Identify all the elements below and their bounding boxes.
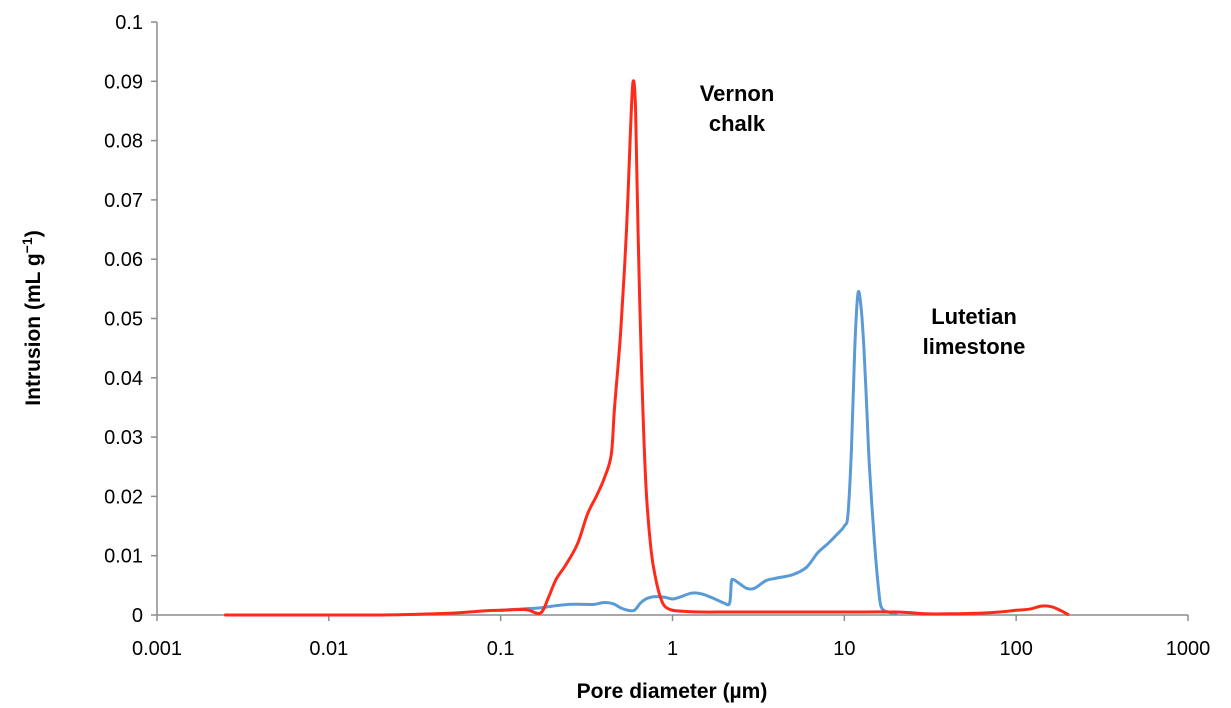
annotation-line: chalk <box>709 111 766 136</box>
annotation-lutetian: Lutetian limestone <box>923 304 1026 359</box>
y-tick-label: 0.05 <box>104 309 143 331</box>
x-tick-label: 0.1 <box>487 638 515 660</box>
annotation-line: limestone <box>923 334 1026 359</box>
series-layer <box>223 79 1070 617</box>
y-axis-title-main: Intrusion (mL g <box>22 253 45 405</box>
y-tick-label: 0.03 <box>104 427 143 449</box>
y-axis-title-superscript: −1 <box>19 237 35 253</box>
annotation-vernon: Vernon chalk <box>700 81 775 136</box>
y-tick-label: 0.04 <box>104 368 143 390</box>
x-tick-label: 0.001 <box>132 638 182 660</box>
series-line-lutetian <box>499 289 898 616</box>
x-tick-label: 0.01 <box>309 638 348 660</box>
y-tick-label: 0.1 <box>115 12 143 34</box>
y-axis-title: Intrusion (mL g−1) <box>19 230 45 405</box>
x-tick-label: 10 <box>833 638 855 660</box>
x-tick-label: 1 <box>667 638 678 660</box>
annotation-line: Vernon <box>700 81 775 106</box>
x-axis-title: Pore diameter (µm) <box>577 680 768 703</box>
y-tick-label: 0.08 <box>104 131 143 153</box>
annotation-layer: Vernon chalk Lutetian limestone <box>700 81 1026 359</box>
x-tick-label: 1000 <box>1166 638 1211 660</box>
y-tick-label: 0.02 <box>104 486 143 508</box>
y-tick-label: 0.06 <box>104 249 143 271</box>
axes-layer: 0 0.01 0.02 0.03 0.04 0.05 0.06 0.07 0.08 0.09 0.1… <box>104 12 1210 660</box>
y-tick-label: 0.01 <box>104 546 143 568</box>
x-tick-label: 100 <box>999 638 1032 660</box>
y-tick-label: 0.07 <box>104 190 143 212</box>
y-tick-label: 0 <box>132 605 143 627</box>
y-tick-label: 0.09 <box>104 71 143 93</box>
series-line-vernon <box>223 79 1070 617</box>
annotation-line: Lutetian <box>931 304 1017 329</box>
y-axis-title-close: ) <box>22 230 45 237</box>
